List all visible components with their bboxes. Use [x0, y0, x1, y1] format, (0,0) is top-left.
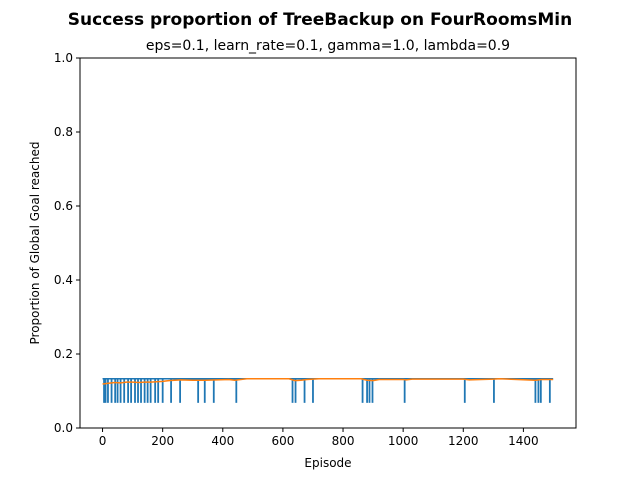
y-tick-label: 0.0 [54, 421, 73, 435]
y-tick-label: 0.6 [54, 199, 73, 213]
x-axis-label: Episode [304, 456, 351, 470]
y-tick-label: 0.4 [54, 273, 73, 287]
x-tick-label: 0 [99, 434, 107, 448]
x-tick-label: 1200 [448, 434, 479, 448]
y-axis-label: Proportion of Global Goal reached [28, 142, 42, 345]
x-tick-label: 1000 [388, 434, 419, 448]
y-tick-label: 1.0 [54, 51, 73, 65]
axes: 0 200 400 600 800 1000 1200 1400 0.0 0.2 0.4 0.6 0.8… [54, 51, 577, 448]
plot-area [102, 378, 554, 403]
y-tick-label: 0.2 [54, 347, 73, 361]
axes-frame [79, 57, 577, 429]
y-tick-label: 0.8 [54, 125, 73, 139]
x-tick-label: 200 [151, 434, 174, 448]
x-tick-label: 1400 [508, 434, 539, 448]
x-tick-label: 800 [332, 434, 355, 448]
series-2-line [102, 378, 554, 385]
x-tick-label: 400 [211, 434, 234, 448]
chart-subtitle: eps=0.1, learn_rate=0.1, gamma=1.0, lamb… [146, 38, 510, 54]
chart-title: Success proportion of TreeBackup on Four… [68, 10, 572, 30]
x-tick-label: 600 [271, 434, 294, 448]
